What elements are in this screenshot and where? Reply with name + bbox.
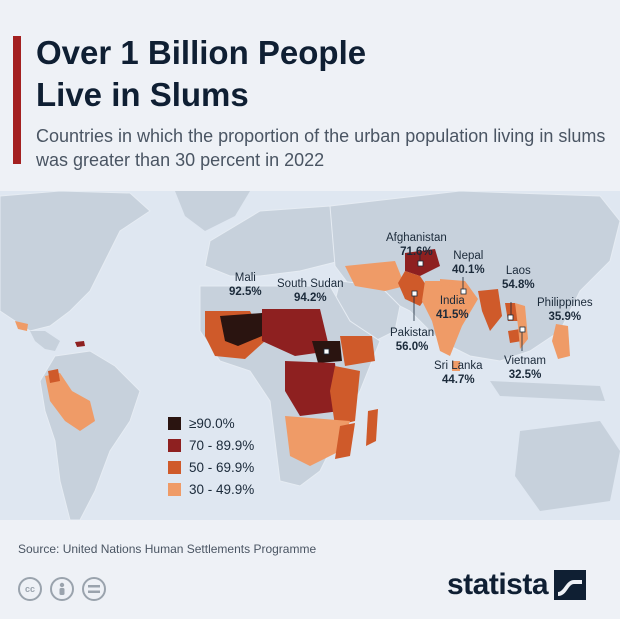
label-pakistan: Pakistan 56.0% bbox=[390, 326, 434, 354]
mali-name: Mali bbox=[234, 272, 256, 284]
sri-lanka bbox=[452, 361, 460, 371]
sri-lanka-value: 44.7% bbox=[441, 374, 475, 386]
legend-label: 50 - 69.9% bbox=[189, 459, 255, 475]
nepal-value: 40.1% bbox=[452, 264, 485, 276]
sri-lanka-name: Sri Lanka bbox=[434, 360, 483, 372]
accent-bar bbox=[13, 36, 21, 164]
vietnam-marker bbox=[519, 326, 526, 333]
mexico bbox=[15, 321, 28, 331]
label-afghanistan: Afghanistan 71.6% bbox=[386, 231, 447, 259]
vietnam-name: Vietnam bbox=[504, 355, 546, 367]
pakistan-value: 56.0% bbox=[395, 341, 429, 353]
afghanistan-value: 71.6% bbox=[400, 246, 433, 258]
madagascar bbox=[366, 409, 378, 446]
laos-value: 54.8% bbox=[502, 279, 535, 291]
legend-swatch bbox=[168, 482, 181, 496]
nepal-name: Nepal bbox=[453, 250, 484, 262]
brand-name: statista bbox=[447, 568, 549, 601]
greenland bbox=[175, 191, 250, 231]
east-africa bbox=[330, 366, 360, 426]
page-title: Over 1 Billion People Live in Slums bbox=[36, 32, 366, 116]
haiti bbox=[75, 341, 85, 347]
no-derivatives-icon[interactable] bbox=[82, 577, 106, 601]
south-sudan-value: 94.2% bbox=[293, 292, 327, 304]
pakistan bbox=[398, 271, 430, 306]
label-india: India 41.5% bbox=[436, 294, 469, 322]
legend-item-70: 70 - 89.9% bbox=[168, 435, 254, 455]
philippines-name: Philippines bbox=[537, 297, 593, 309]
legend-swatch bbox=[168, 416, 181, 430]
legend-label: 30 - 49.9% bbox=[189, 481, 255, 497]
legend: ≥90.0% 70 - 89.9% 50 - 69.9% 30 - 49.9% bbox=[168, 413, 254, 501]
label-south-sudan: South Sudan 94.2% bbox=[277, 277, 344, 305]
legend-item-50: 50 - 69.9% bbox=[168, 457, 254, 477]
legend-label: ≥90.0% bbox=[189, 415, 235, 431]
pakistan-name: Pakistan bbox=[390, 327, 435, 339]
label-sri-lanka: Sri Lanka 44.7% bbox=[434, 359, 483, 387]
legend-swatch bbox=[168, 460, 181, 474]
india-name: India bbox=[439, 295, 465, 307]
person-icon bbox=[59, 582, 65, 595]
statista-logo[interactable]: statista bbox=[447, 568, 587, 602]
label-laos: Laos 54.8% bbox=[502, 264, 535, 292]
central-america bbox=[30, 331, 60, 351]
myanmar-bangladesh bbox=[478, 289, 502, 331]
australia bbox=[515, 421, 620, 511]
legend-item-30: 30 - 49.9% bbox=[168, 479, 254, 499]
map-svg bbox=[0, 191, 620, 520]
india bbox=[422, 281, 478, 356]
north-america bbox=[0, 191, 151, 332]
nepal-marker bbox=[460, 288, 467, 295]
india-value: 41.5% bbox=[436, 309, 469, 321]
title-line-2: Live in Slums bbox=[36, 76, 249, 113]
attribution-icon[interactable] bbox=[50, 577, 74, 601]
cc-icon[interactable]: cc bbox=[18, 577, 42, 601]
source-note: Source: United Nations Human Settlements… bbox=[18, 542, 317, 556]
europe bbox=[204, 205, 361, 277]
equals-icon bbox=[88, 585, 100, 593]
label-mali: Mali 92.5% bbox=[229, 271, 262, 299]
vietnam bbox=[515, 303, 528, 349]
afghanistan-name: Afghanistan bbox=[386, 232, 447, 244]
indonesia bbox=[490, 381, 605, 401]
legend-swatch bbox=[168, 438, 181, 452]
ecuador bbox=[48, 369, 60, 383]
legend-label: 70 - 89.9% bbox=[189, 437, 255, 453]
iraq-yemen bbox=[345, 261, 405, 291]
laos-marker bbox=[507, 314, 514, 321]
license-icons: cc bbox=[18, 577, 106, 601]
statista-mark-icon bbox=[554, 570, 587, 600]
philippines bbox=[552, 324, 570, 359]
vietnam-value: 32.5% bbox=[508, 369, 542, 381]
title-line-1: Over 1 Billion People bbox=[36, 34, 367, 71]
southern-africa bbox=[285, 416, 350, 466]
afghanistan-marker bbox=[417, 260, 424, 267]
mali bbox=[220, 313, 262, 346]
world-map: Mali 92.5% South Sudan 94.2% Afghanistan… bbox=[0, 191, 620, 520]
label-nepal: Nepal 40.1% bbox=[452, 249, 485, 277]
wave-icon bbox=[558, 580, 583, 596]
label-vietnam: Vietnam 32.5% bbox=[504, 354, 546, 382]
cambodia bbox=[508, 329, 522, 343]
ethiopia bbox=[340, 336, 375, 366]
mozambique bbox=[335, 423, 355, 459]
peru-bolivia bbox=[45, 373, 95, 431]
pakistan-marker bbox=[411, 290, 418, 297]
legend-item-ge90: ≥90.0% bbox=[168, 413, 254, 433]
south-sudan-name: South Sudan bbox=[277, 278, 344, 290]
label-philippines: Philippines 35.9% bbox=[537, 296, 593, 324]
mali-value: 92.5% bbox=[229, 286, 262, 298]
laos-name: Laos bbox=[505, 265, 531, 277]
nepal bbox=[440, 279, 465, 287]
south-sudan-marker bbox=[323, 348, 330, 355]
central-africa bbox=[285, 361, 340, 416]
page-subtitle: Countries in which the proportion of the… bbox=[36, 126, 606, 170]
philippines-value: 35.9% bbox=[548, 311, 582, 323]
